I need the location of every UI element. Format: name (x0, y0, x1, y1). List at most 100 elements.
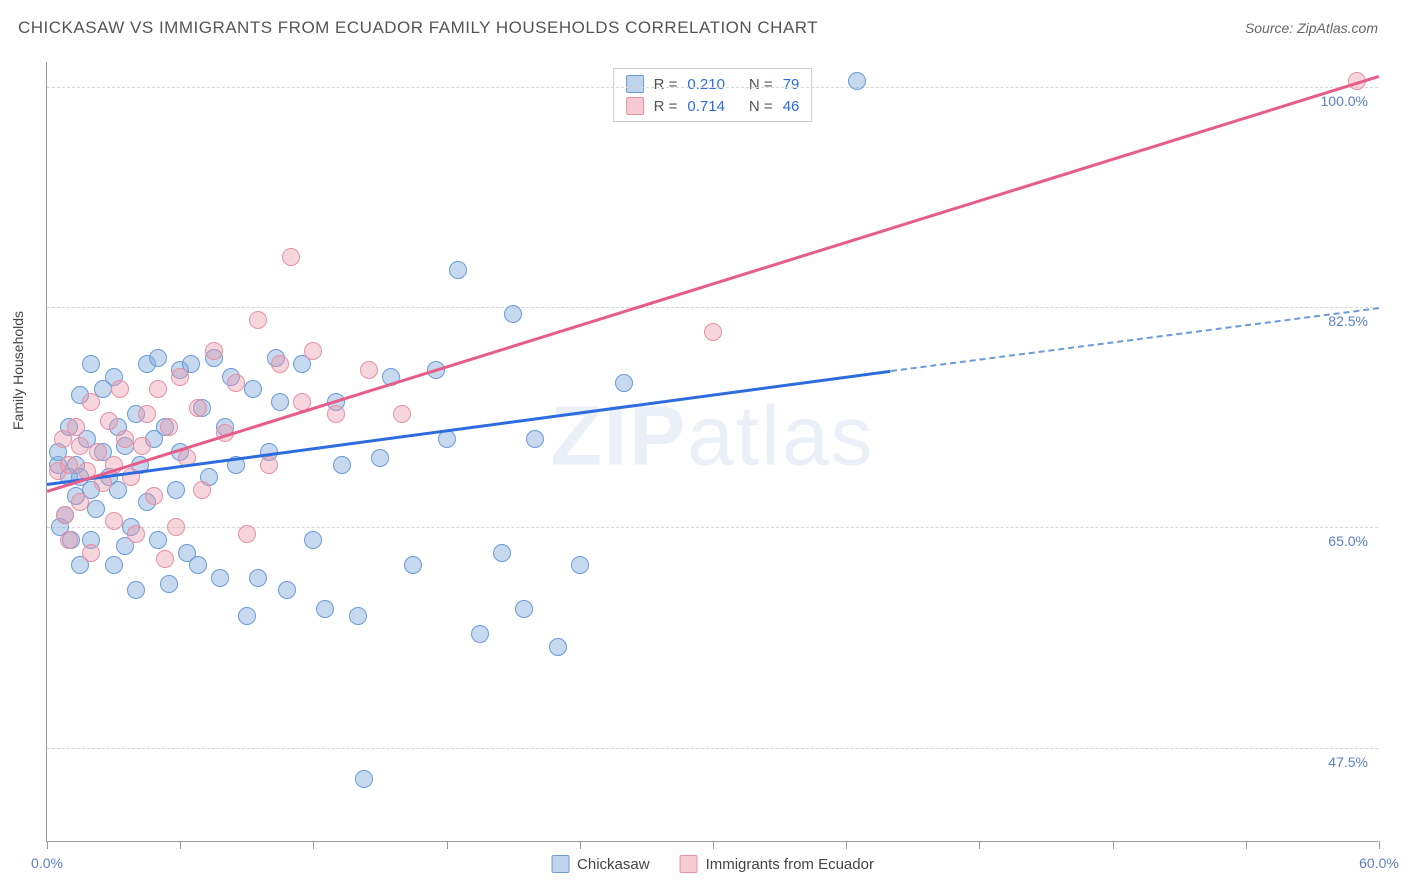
data-point (133, 437, 151, 455)
data-point (244, 380, 262, 398)
data-point (205, 342, 223, 360)
legend-label: Immigrants from Ecuador (706, 856, 874, 873)
data-point (349, 607, 367, 625)
y-axis-label: Family Households (10, 311, 26, 430)
data-point (848, 72, 866, 90)
data-point (156, 550, 174, 568)
data-point (67, 418, 85, 436)
data-point (127, 581, 145, 599)
legend-item-chickasaw: Chickasaw (551, 855, 650, 873)
data-point (171, 368, 189, 386)
data-point (82, 393, 100, 411)
data-point (71, 493, 89, 511)
data-point (515, 600, 533, 618)
data-point (327, 405, 345, 423)
data-point (87, 500, 105, 518)
data-point (271, 393, 289, 411)
watermark-atlas: atlas (687, 388, 874, 482)
data-point (238, 525, 256, 543)
data-point (160, 575, 178, 593)
x-tick (580, 841, 581, 849)
swatch-blue-icon (551, 855, 569, 873)
chart-header: CHICKASAW VS IMMIGRANTS FROM ECUADOR FAM… (0, 0, 1406, 46)
swatch-pink-icon (626, 97, 644, 115)
data-point (249, 569, 267, 587)
data-point (278, 581, 296, 599)
data-point (449, 261, 467, 279)
y-tick-label: 65.0% (1328, 533, 1368, 549)
y-tick-label: 100.0% (1321, 93, 1368, 109)
legend-item-ecuador: Immigrants from Ecuador (680, 855, 874, 873)
data-point (149, 531, 167, 549)
series-legend: Chickasaw Immigrants from Ecuador (551, 855, 874, 873)
data-point (333, 456, 351, 474)
y-tick-label: 82.5% (1328, 313, 1368, 329)
data-point (526, 430, 544, 448)
data-point (82, 355, 100, 373)
r-label: R = (654, 98, 678, 115)
data-point (167, 481, 185, 499)
data-point (189, 556, 207, 574)
chart-source: Source: ZipAtlas.com (1245, 20, 1378, 36)
data-point (504, 305, 522, 323)
data-point (149, 380, 167, 398)
swatch-pink-icon (680, 855, 698, 873)
data-point (316, 600, 334, 618)
data-point (189, 399, 207, 417)
data-point (360, 361, 378, 379)
x-tick (1379, 841, 1380, 849)
trend-line (890, 307, 1379, 372)
trend-line (47, 75, 1380, 493)
data-point (149, 349, 167, 367)
data-point (100, 412, 118, 430)
data-point (138, 405, 156, 423)
x-tick (47, 841, 48, 849)
legend-label: Chickasaw (577, 856, 650, 873)
swatch-blue-icon (626, 75, 644, 93)
data-point (371, 449, 389, 467)
grid-line (47, 87, 1378, 88)
data-point (105, 512, 123, 530)
data-point (111, 380, 129, 398)
data-point (60, 456, 78, 474)
n-value-pink: 46 (783, 98, 800, 115)
data-point (193, 481, 211, 499)
watermark-zip: ZIP (550, 388, 687, 482)
chart-title: CHICKASAW VS IMMIGRANTS FROM ECUADOR FAM… (18, 18, 818, 38)
data-point (571, 556, 589, 574)
n-label: N = (749, 76, 773, 93)
legend-row-pink: R = 0.714 N = 46 (626, 95, 800, 117)
x-tick-label: 0.0% (31, 855, 63, 871)
data-point (89, 443, 107, 461)
data-point (304, 531, 322, 549)
x-tick (979, 841, 980, 849)
data-point (260, 456, 278, 474)
data-point (238, 607, 256, 625)
grid-line (47, 748, 1378, 749)
data-point (116, 430, 134, 448)
x-tick (846, 841, 847, 849)
x-tick (1246, 841, 1247, 849)
data-point (471, 625, 489, 643)
x-tick (713, 841, 714, 849)
x-tick (1113, 841, 1114, 849)
scatter-chart: ZIPatlas R = 0.210 N = 79 R = 0.714 N = … (46, 62, 1378, 842)
r-label: R = (654, 76, 678, 93)
data-point (145, 487, 163, 505)
data-point (127, 525, 145, 543)
data-point (704, 323, 722, 341)
data-point (549, 638, 567, 656)
data-point (249, 311, 267, 329)
data-point (615, 374, 633, 392)
x-tick (447, 841, 448, 849)
data-point (438, 430, 456, 448)
x-tick (180, 841, 181, 849)
data-point (393, 405, 411, 423)
data-point (282, 248, 300, 266)
data-point (56, 506, 74, 524)
r-value-pink: 0.714 (687, 98, 725, 115)
data-point (105, 556, 123, 574)
data-point (82, 544, 100, 562)
data-point (493, 544, 511, 562)
n-value-blue: 79 (783, 76, 800, 93)
